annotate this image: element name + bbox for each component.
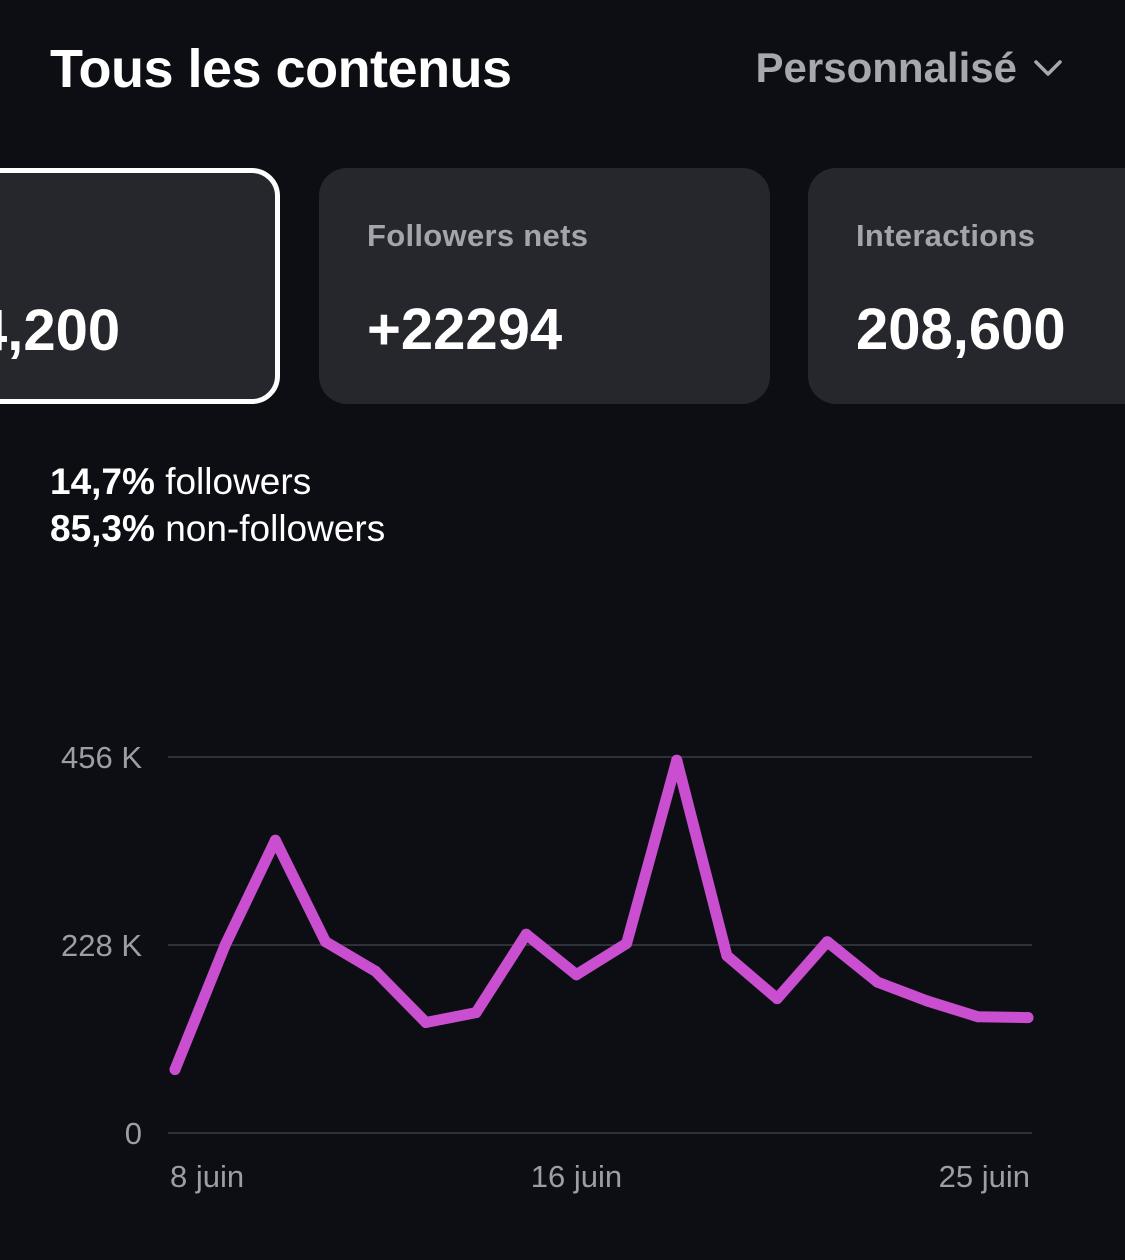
data-point[interactable] [420,1017,432,1029]
data-point[interactable] [320,936,332,948]
followers-label: followers [165,461,312,502]
data-point[interactable] [169,1064,181,1076]
metric-card-interactions[interactable]: Interactions 208,600 [808,168,1125,404]
data-point[interactable] [1022,1012,1034,1024]
metric-card-label: Interactions [856,218,1036,253]
x-tick-label: 25 juin [939,1159,1030,1194]
data-point[interactable] [470,1007,482,1019]
data-point[interactable] [671,754,683,766]
date-range-label: Personnalisé [755,44,1017,91]
x-tick-label: 8 juin [170,1159,244,1194]
data-point[interactable] [219,939,231,951]
page-title: Tous les contenus [50,39,512,99]
line-chart[interactable]: 456 K 228 K 0 8 juin 16 juin 25 juin [0,720,1125,1220]
y-tick-label: 0 [125,1116,142,1151]
chevron-down-icon [1034,60,1062,76]
y-tick-label: 456 K [61,740,142,775]
metric-card-value: +22294 [367,297,563,362]
y-tick-label: 228 K [61,928,142,963]
metric-card-value: 4,200 [0,298,121,363]
data-point[interactable] [871,976,883,988]
nonfollowers-label: non-followers [165,508,386,549]
audience-breakdown: 14,7% followers 85,3% non-followers [50,458,385,552]
data-point[interactable] [370,965,382,977]
data-point[interactable] [771,993,783,1005]
followers-share: 14,7% followers [50,458,385,505]
nonfollowers-share: 85,3% non-followers [50,505,385,552]
data-point[interactable] [269,834,281,846]
data-point[interactable] [821,936,833,948]
date-range-dropdown[interactable]: Personnalisé [756,44,1063,92]
x-tick-label: 16 juin [531,1159,622,1194]
data-point[interactable] [972,1011,984,1023]
data-point[interactable] [520,928,532,940]
data-point[interactable] [721,950,733,962]
metric-card-views[interactable]: 4,200 [0,168,280,404]
followers-pct: 14,7% [50,461,155,502]
data-point[interactable] [621,937,633,949]
series-line [169,754,1034,1075]
metric-card-net-followers[interactable]: Followers nets +22294 [319,168,770,404]
data-point[interactable] [570,969,582,981]
nonfollowers-pct: 85,3% [50,508,155,549]
metric-card-label: Followers nets [367,218,589,253]
metric-card-value: 208,600 [856,297,1066,362]
data-point[interactable] [922,995,934,1007]
